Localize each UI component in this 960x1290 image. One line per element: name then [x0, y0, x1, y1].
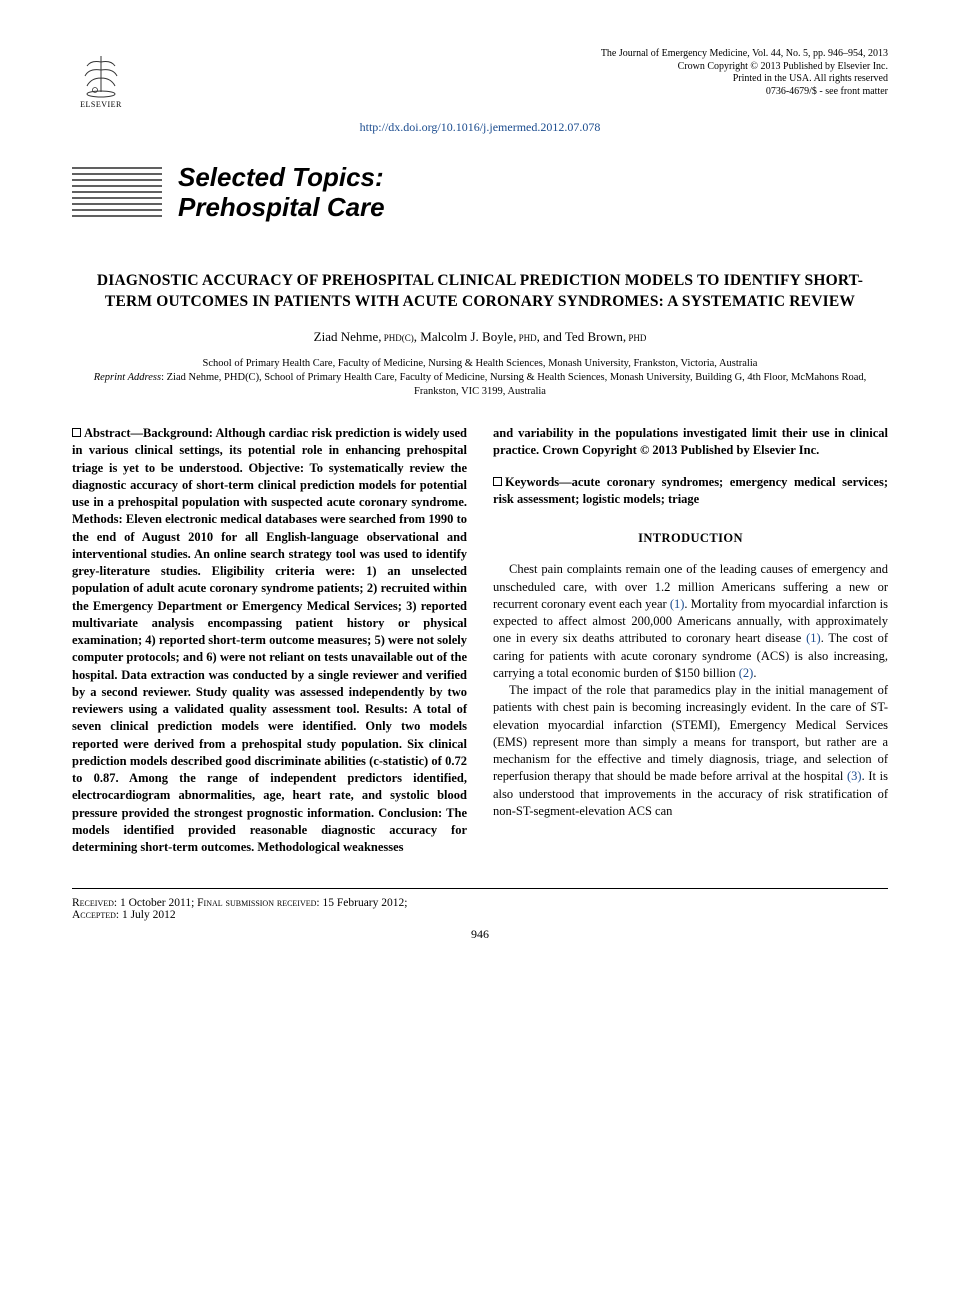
- footer-rule: [72, 888, 888, 889]
- author-2-name: Malcolm J. Boyle,: [420, 329, 516, 344]
- ref-link-1b[interactable]: (1): [806, 631, 821, 645]
- meta-line-3: Printed in the USA. All rights reserved: [601, 73, 888, 86]
- journal-meta: The Journal of Emergency Medicine, Vol. …: [601, 48, 888, 98]
- author-3-name: Ted Brown,: [565, 329, 626, 344]
- checkbox-icon: [493, 477, 502, 486]
- section-topic: Selected Topics: Prehospital Care: [178, 163, 385, 223]
- meta-line-1: The Journal of Emergency Medicine, Vol. …: [601, 48, 888, 61]
- author-1-name: Ziad Nehme,: [314, 329, 382, 344]
- meta-line-2: Crown Copyright © 2013 Published by Else…: [601, 61, 888, 74]
- publisher-name: ELSEVIER: [80, 100, 122, 109]
- meta-line-4: 0736-4679/$ - see front matter: [601, 86, 888, 99]
- accepted-label: Accepted:: [72, 909, 119, 921]
- affiliation-school: School of Primary Health Care, Faculty o…: [88, 357, 872, 371]
- abstract-text: Abstract—Background: Although cardiac ri…: [72, 425, 467, 856]
- author-sep-2: , and: [537, 329, 565, 344]
- intro-p2-a: The impact of the role that paramedics p…: [493, 683, 888, 783]
- horizontal-lines-icon: [72, 165, 162, 221]
- abstract-body: Abstract—Background: Although cardiac ri…: [72, 426, 467, 854]
- section-topic-line1: Selected Topics:: [178, 163, 385, 193]
- intro-paragraph-1: Chest pain complaints remain one of the …: [493, 561, 888, 682]
- introduction-heading: INTRODUCTION: [493, 530, 888, 547]
- author-1-degree: PHD(C): [382, 333, 414, 343]
- elsevier-tree-icon: [77, 52, 125, 98]
- author-3-degree: PHD: [626, 333, 646, 343]
- author-2-degree: PHD: [516, 333, 536, 343]
- intro-p1-d: .: [753, 666, 756, 680]
- keywords-label: Keywords—: [505, 475, 572, 489]
- header-row: ELSEVIER The Journal of Emergency Medici…: [72, 48, 888, 112]
- intro-paragraph-2: The impact of the role that paramedics p…: [493, 682, 888, 820]
- received-date: 1 October 2011;: [117, 897, 197, 909]
- reprint-label: Reprint Address: [94, 372, 161, 383]
- dates-line: Received: 1 October 2011; Final submissi…: [72, 897, 888, 921]
- affiliation: School of Primary Health Care, Faculty o…: [72, 357, 888, 400]
- affiliation-reprint: Reprint Address: Ziad Nehme, PHD(C), Sch…: [88, 371, 872, 399]
- accepted-date: 1 July 2012: [119, 909, 176, 921]
- section-topic-line2: Prehospital Care: [178, 193, 385, 223]
- ref-link-2[interactable]: (2): [739, 666, 754, 680]
- doi-link[interactable]: http://dx.doi.org/10.1016/j.jemermed.201…: [72, 120, 888, 135]
- final-label: Final submission received:: [197, 897, 319, 909]
- article-title: DIAGNOSTIC ACCURACY OF PREHOSPITAL CLINI…: [72, 271, 888, 313]
- received-label: Received:: [72, 897, 117, 909]
- column-right: and variability in the populations inves…: [493, 425, 888, 856]
- section-header: Selected Topics: Prehospital Care: [72, 163, 888, 223]
- body-columns: Abstract—Background: Although cardiac ri…: [72, 425, 888, 856]
- reprint-text: : Ziad Nehme, PHD(C), School of Primary …: [161, 372, 866, 397]
- abstract-continuation: and variability in the populations inves…: [493, 425, 888, 460]
- authors: Ziad Nehme, PHD(C), Malcolm J. Boyle, PH…: [72, 329, 888, 345]
- column-left: Abstract—Background: Although cardiac ri…: [72, 425, 467, 856]
- page-container: ELSEVIER The Journal of Emergency Medici…: [0, 0, 960, 982]
- ref-link-3[interactable]: (3): [847, 769, 862, 783]
- page-number: 946: [72, 927, 888, 942]
- final-date: 15 February 2012;: [320, 897, 408, 909]
- ref-link-1[interactable]: (1): [670, 597, 685, 611]
- checkbox-icon: [72, 428, 81, 437]
- elsevier-logo: ELSEVIER: [72, 48, 130, 112]
- keywords-block: Keywords—acute coronary syndromes; emerg…: [493, 474, 888, 509]
